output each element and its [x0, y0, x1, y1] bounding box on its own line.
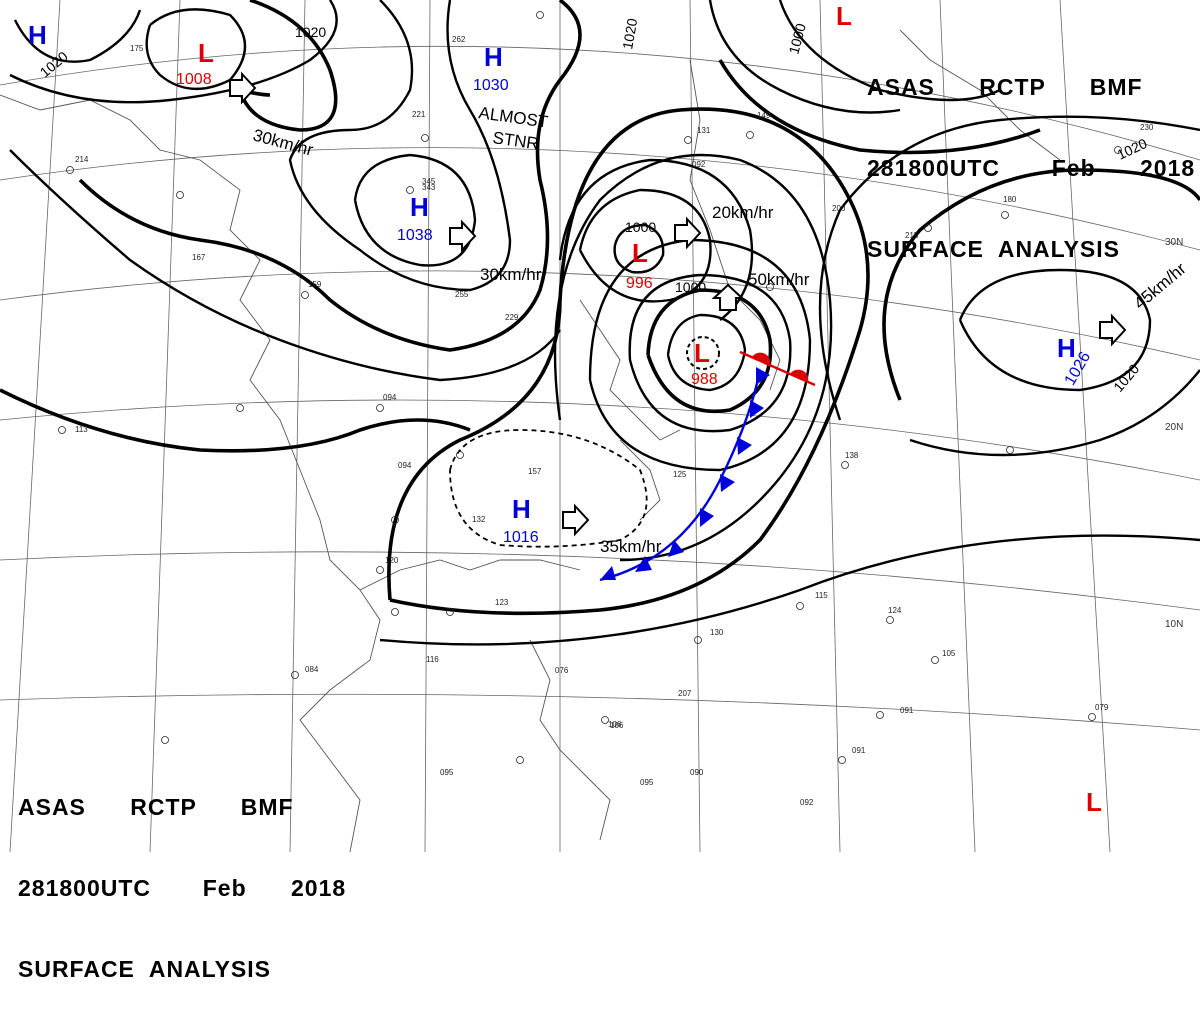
stn-41: 221 [412, 110, 426, 119]
stn-3: 094 [383, 393, 397, 402]
stn-13: 116 [426, 655, 439, 664]
stn-7: 094 [398, 461, 412, 470]
stn-35: 131 [697, 126, 711, 135]
header-line3: SURFACE ANALYSIS [867, 236, 1121, 262]
lat-10n: 10N [1165, 619, 1183, 630]
high-marker: H [512, 494, 531, 524]
stn-23: 124 [888, 606, 902, 615]
stn-8: 157 [528, 467, 542, 476]
low-pressure: 988 [691, 371, 718, 388]
motion-arrows [229, 71, 1127, 537]
pressure-systems: H L 1008 H 1030 H 1038 L 996 L 988 H 101… [28, 1, 1102, 817]
isobar-label-5: 1000 [785, 21, 809, 55]
low-marker: L [694, 338, 710, 368]
low-marker: L [836, 1, 852, 31]
stn-24: 105 [942, 649, 956, 658]
high-marker: H [410, 192, 429, 222]
stn-27: 092 [800, 798, 814, 807]
stn-15: 106 [608, 720, 622, 729]
stn-2: 167 [192, 253, 206, 262]
header-line3: SURFACE ANALYSIS [18, 956, 272, 982]
low-pressure: 1008 [176, 71, 212, 88]
high-pressure: 1038 [397, 227, 433, 244]
stn-4: 113 [75, 425, 88, 434]
stn-26: 091 [852, 746, 866, 755]
stn-34: 149 [757, 111, 771, 120]
stn-40: 343 [422, 183, 436, 192]
graticule [0, 0, 1200, 852]
low-marker: L [632, 238, 648, 268]
stn-10: 120 [385, 556, 399, 565]
stn-30: 200 [832, 204, 846, 213]
header-line1: ASAS RCTP BMF [867, 74, 1143, 100]
motion-label-1: 30km/hr [480, 265, 542, 284]
stn-21: 207 [678, 689, 692, 698]
high-pressure: 1030 [473, 77, 509, 94]
weather-map: 214 159 167 094 113 255 229 094 157 132 … [0, 0, 1200, 852]
stn-37: 106 [610, 721, 624, 730]
stn-33: 230 [1140, 123, 1154, 132]
lat-30n: 30N [1165, 237, 1183, 248]
note-almost: ALMOST [477, 103, 549, 132]
warm-front [739, 350, 816, 387]
low-pressure: 996 [626, 275, 653, 292]
latitude-labels: 30N 20N 10N [1165, 237, 1183, 630]
high-marker: H [484, 42, 503, 72]
header-line2: 281800UTC Feb 2018 [18, 875, 347, 901]
station-plots [58, 11, 1122, 764]
stn-6: 229 [505, 313, 519, 322]
low-marker: L [1086, 787, 1102, 817]
stn-42: 262 [452, 35, 466, 44]
stn-36: 092 [692, 160, 706, 169]
header-line1: ASAS RCTP BMF [18, 794, 294, 820]
stn-32: 180 [1003, 195, 1017, 204]
motion-label-3: 50km/hr [748, 270, 810, 289]
stn-19: 125 [673, 470, 687, 479]
stn-38: 345 [422, 177, 436, 186]
low-center-ring [686, 336, 720, 370]
high-marker: H [1057, 333, 1076, 363]
stn-14: 076 [555, 666, 569, 675]
stn-16: 095 [640, 778, 654, 787]
station-values: 214 159 167 094 113 255 229 094 157 132 … [75, 35, 1154, 807]
header-line2: 281800UTC Feb 2018 [867, 155, 1196, 181]
stn-17: 090 [690, 768, 704, 777]
isobar-label-0: 1020 [295, 24, 326, 40]
isobar-label-2: 1020 [619, 17, 640, 51]
lat-20n: 20N [1165, 422, 1183, 433]
stn-25: 091 [900, 706, 914, 715]
stn-9: 132 [472, 515, 486, 524]
cold-front [599, 367, 770, 582]
stn-18: 095 [440, 768, 454, 777]
motion-label-2: 20km/hr [712, 203, 774, 222]
stn-1: 159 [308, 280, 322, 289]
stn-39: 175 [130, 44, 144, 53]
motion-label-5: 35km/hr [600, 537, 662, 556]
low-marker: L [198, 38, 214, 68]
high-marker: H [28, 20, 47, 50]
stn-12: 084 [305, 665, 319, 674]
isobar-label-7: 1020 [1110, 361, 1142, 395]
stn-0: 214 [75, 155, 89, 164]
stn-11: 123 [495, 598, 509, 607]
stn-28: 079 [1095, 703, 1109, 712]
isobars [0, 0, 1200, 646]
note-stnr: STNR [491, 128, 539, 153]
header-block-top: ASAS RCTP BMF 281800UTC Feb 2018 SURFACE… [867, 20, 1195, 290]
stn-20: 130 [710, 628, 724, 637]
high-pressure: 1016 [503, 529, 539, 546]
isobar-label-3: 1000 [625, 219, 656, 235]
stn-5: 255 [455, 290, 469, 299]
coastlines [0, 29, 1061, 852]
header-block-bottom: ASAS RCTP BMF 281800UTC Feb 2018 SURFACE… [18, 740, 346, 1010]
isobar-label-4: 1000 [675, 279, 706, 295]
stn-22: 115 [815, 591, 828, 600]
stn-29: 138 [845, 451, 859, 460]
stn-31: 215 [905, 231, 919, 240]
